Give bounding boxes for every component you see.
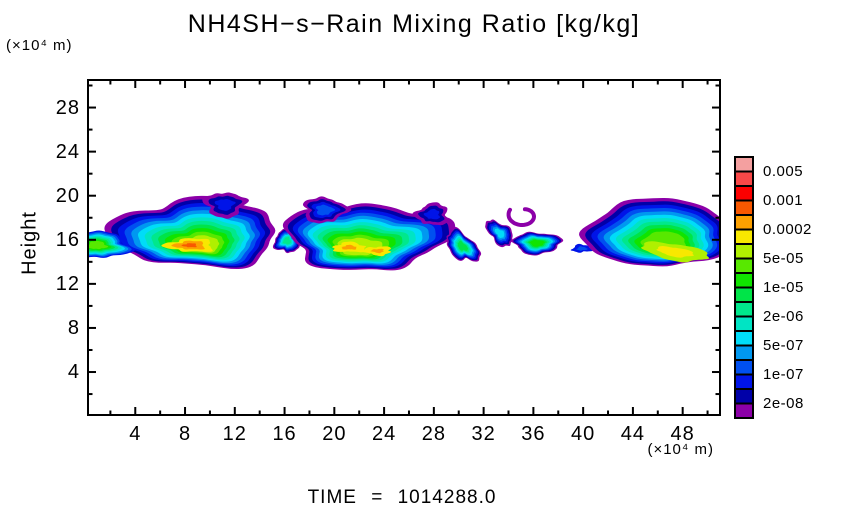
band-C-yellow-streak xyxy=(641,241,710,263)
colorbar-swatch xyxy=(734,344,754,361)
y-tick-label: 12 xyxy=(55,272,80,295)
x-tick-label: 16 xyxy=(272,423,297,445)
fragment-2 xyxy=(570,243,594,253)
colorbar-swatch xyxy=(734,272,754,289)
x-tick-label: 4 xyxy=(129,423,142,445)
colorbar-swatch xyxy=(734,359,754,376)
y-tick-label: 24 xyxy=(55,140,80,163)
colorbar-label: 5e-07 xyxy=(763,336,804,354)
band-B-top-knob-2 xyxy=(412,202,449,226)
band-A xyxy=(104,195,276,270)
colorbar-swatch xyxy=(734,286,754,303)
colorbar-swatch xyxy=(734,373,754,390)
colorbar-label: 0.001 xyxy=(763,191,804,209)
colorbar-swatch xyxy=(734,388,754,405)
x-tick-label: 48 xyxy=(670,423,695,445)
y-tick-label: 16 xyxy=(55,228,80,251)
x-tick-label: 12 xyxy=(222,423,247,445)
colorbar-label: 1e-07 xyxy=(763,365,804,383)
colorbar-swatch xyxy=(734,199,754,216)
axes-frame xyxy=(87,79,721,416)
colorbar-label: 2e-08 xyxy=(763,394,804,412)
y-tick-label: 4 xyxy=(67,361,80,384)
colorbar-swatch xyxy=(734,228,754,245)
contour-field xyxy=(89,192,719,271)
colorbar-label: 2e-06 xyxy=(763,307,804,325)
x-tick-label: 28 xyxy=(421,423,446,445)
colorbar-swatch xyxy=(734,214,754,231)
colorbar-label: 0.0002 xyxy=(763,220,812,238)
colorbar-swatch xyxy=(734,170,754,187)
band-B-core-spot-2 xyxy=(361,246,392,257)
colorbar-swatch xyxy=(734,402,754,419)
streak-1 xyxy=(446,227,482,262)
band-A-top-knob xyxy=(202,192,249,219)
colorbar-swatch xyxy=(734,301,754,318)
band-B-top-knob xyxy=(302,196,352,224)
x-tick-label: 36 xyxy=(521,423,546,445)
purple-swirl xyxy=(506,207,537,227)
colorbar-swatch xyxy=(734,185,754,202)
x-tick-label: 8 xyxy=(178,423,192,445)
band-A-core-spot xyxy=(161,238,213,252)
colorbar-swatch xyxy=(734,156,754,173)
band-B-core-spot-1 xyxy=(332,241,367,253)
colorbar-swatch xyxy=(734,243,754,260)
y-tick-label: 20 xyxy=(55,184,80,207)
plot-title: NH4SH−s−Rain Mixing Ratio [kg/kg] xyxy=(187,10,641,38)
x-axis-unit-label: (×10⁴ m) xyxy=(647,441,714,458)
x-tick-label: 44 xyxy=(620,423,646,445)
streak-2 xyxy=(485,219,513,248)
band-C xyxy=(579,197,719,267)
time-label: TIME = 1014288.0 xyxy=(307,487,497,508)
colorbar-label: 1e-05 xyxy=(763,278,804,296)
colorbar-swatch xyxy=(734,330,754,347)
x-tick-label: 40 xyxy=(571,423,596,445)
colorbar-swatch xyxy=(734,257,754,274)
blob-E xyxy=(511,231,564,256)
colorbar-swatches xyxy=(734,156,754,419)
y-tick-label: 8 xyxy=(67,316,80,339)
x-tick-label: 24 xyxy=(371,423,397,445)
x-tick-label: 32 xyxy=(471,423,496,445)
x-tick-label: 20 xyxy=(322,423,347,445)
colorbar-swatch xyxy=(734,315,754,332)
band-A-left-tongue xyxy=(89,230,136,258)
y-tick-label: 28 xyxy=(55,96,80,119)
y-axis-unit-label: (×10⁴ m) xyxy=(6,37,73,54)
colorbar-label: 0.005 xyxy=(763,162,804,180)
y-axis-title: Height xyxy=(18,211,41,275)
colorbar-label: 5e-05 xyxy=(763,249,804,267)
